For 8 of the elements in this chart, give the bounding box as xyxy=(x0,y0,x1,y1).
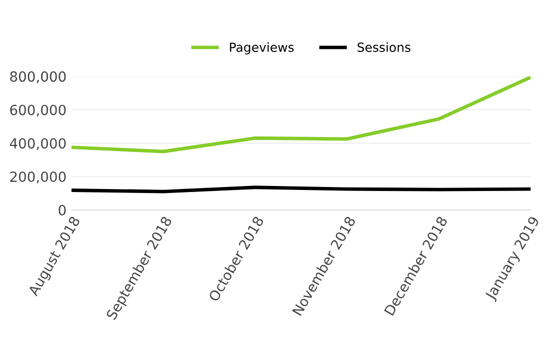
y-tick-label: 200,000 xyxy=(10,172,66,184)
line-series xyxy=(72,76,531,154)
y-tick-label: 400,000 xyxy=(10,138,66,150)
legend-label: Sessions xyxy=(358,42,410,52)
y-tick-label: 600,000 xyxy=(10,104,66,117)
legend-label: Pageviews xyxy=(230,42,294,54)
y-tick-label: 800,000 xyxy=(10,71,66,84)
y-tick-label: 0 xyxy=(58,204,66,216)
